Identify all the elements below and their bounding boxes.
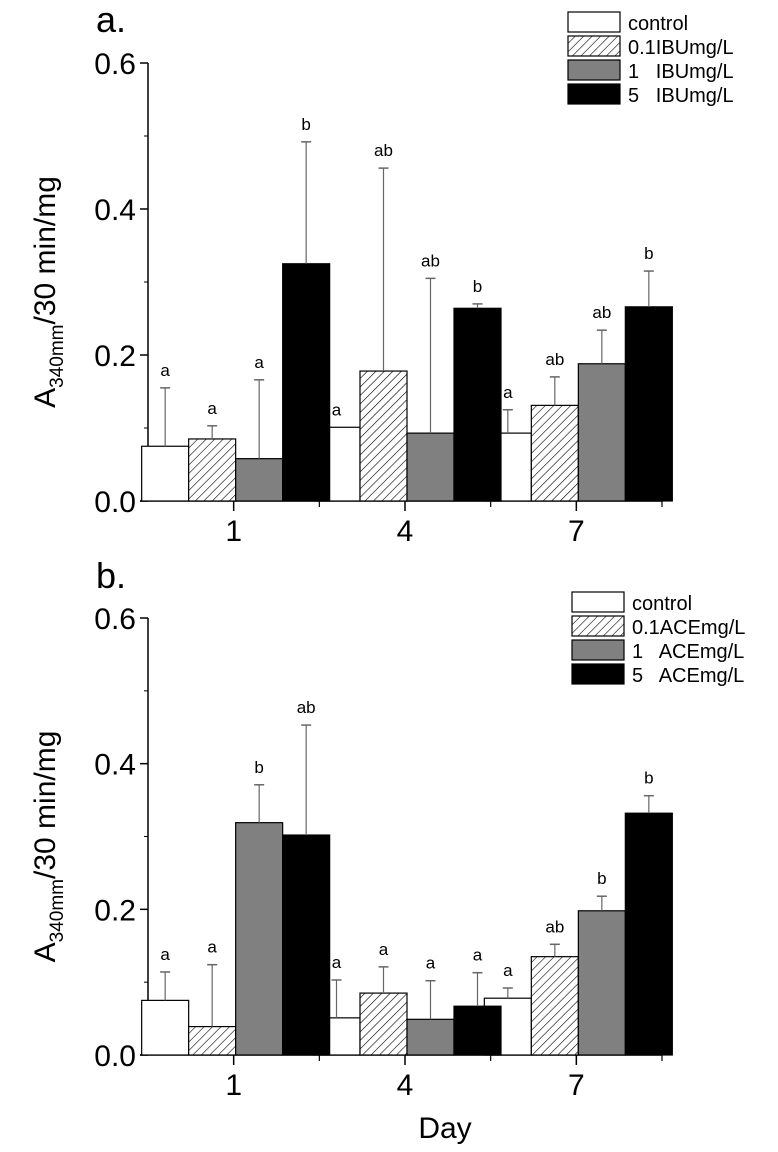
legend-label: control (632, 593, 692, 615)
y-axis-label: A340mm/30 min/mg (29, 731, 68, 963)
bar-black (453, 307, 502, 502)
y-tick-label: 0.2 (94, 340, 136, 373)
significance-letter: ab (545, 350, 564, 369)
legend-label: control (628, 13, 688, 35)
significance-letter: a (426, 954, 436, 973)
legend-label: 5 IBUmg/L (628, 85, 734, 107)
x-tick-label: 4 (397, 515, 414, 548)
bar-white (141, 999, 190, 1056)
bar-hatched (530, 404, 579, 502)
y-axis-label: A340mm/30 min/mg (29, 176, 68, 408)
significance-letter: a (207, 399, 217, 418)
panel-label: a. (96, 0, 126, 40)
bar-gray (235, 822, 284, 1056)
x-axis-label: Day (418, 1112, 471, 1145)
bar-gray (235, 458, 284, 502)
significance-letter: a (160, 945, 170, 964)
significance-letter: a (207, 938, 217, 957)
y-axis-label-rest: /30 min/mg (29, 731, 62, 879)
significance-letter: ab (545, 917, 564, 936)
bar-hatched (188, 438, 237, 502)
legend-swatch-hatched (567, 35, 621, 57)
significance-letter: a (332, 953, 342, 972)
y-tick-label: 0.2 (94, 894, 136, 927)
legend-swatch-gray (567, 59, 621, 81)
significance-letter: ab (297, 698, 316, 717)
bar-hatched (359, 992, 408, 1056)
bar-gray (577, 363, 626, 502)
significance-letter: a (503, 961, 513, 980)
bar-white (141, 445, 190, 502)
legend-swatch-black (567, 83, 621, 105)
bar-black (624, 812, 673, 1056)
legend-label: 0.1ACEmg/L (632, 617, 745, 639)
y-tick-label: 0.6 (94, 603, 136, 636)
bar-black (453, 1005, 502, 1056)
legend-label: 1 ACEmg/L (632, 641, 744, 663)
significance-letter: b (644, 769, 653, 788)
bar-gray (577, 910, 626, 1056)
significance-letter: a (254, 353, 264, 372)
bar-hatched (359, 370, 408, 502)
significance-letter: b (644, 244, 653, 263)
legend-swatch-hatched (571, 615, 625, 637)
significance-letter: a (503, 383, 513, 402)
significance-letter: ab (421, 251, 440, 270)
x-tick-label: 7 (568, 1069, 585, 1102)
panel-label: b. (96, 555, 126, 596)
bar-black (624, 306, 673, 502)
legend-swatch-gray (571, 639, 625, 661)
significance-letter: b (473, 277, 482, 296)
y-axis-label-rest: /30 min/mg (29, 176, 62, 324)
bar-black (282, 834, 331, 1056)
legend-label: 1 IBUmg/L (628, 61, 734, 83)
significance-letter: a (332, 400, 342, 419)
significance-letter: a (473, 946, 483, 965)
legend-label: 0.1IBUmg/L (628, 37, 734, 59)
y-axis-label-main: A (29, 942, 62, 962)
significance-letter: a (379, 940, 389, 959)
significance-letter: a (160, 361, 170, 380)
y-tick-label: 0.0 (94, 1040, 136, 1073)
significance-letter: b (254, 758, 263, 777)
bar-gray (406, 1018, 455, 1056)
x-tick-label: 7 (568, 515, 585, 548)
bar-black (282, 263, 331, 502)
y-tick-label: 0.4 (94, 749, 136, 782)
y-tick-label: 0.4 (94, 194, 136, 227)
significance-letter: ab (374, 141, 393, 160)
significance-letter: b (597, 869, 606, 888)
bar-gray (406, 432, 455, 502)
legend-swatch-black (571, 663, 625, 685)
y-axis-label-subscript: 340mm (47, 879, 68, 942)
y-tick-label: 0.0 (94, 486, 136, 519)
bar-hatched (530, 956, 579, 1056)
x-tick-label: 1 (225, 515, 242, 548)
legend-swatch-white (567, 11, 621, 33)
significance-letter: ab (592, 303, 611, 322)
legend-swatch-white (571, 591, 625, 613)
significance-letter: b (301, 115, 310, 134)
legend-label: 5 ACEmg/L (632, 665, 744, 687)
bar-hatched (188, 1025, 237, 1056)
x-tick-label: 4 (397, 1069, 414, 1102)
y-tick-label: 0.6 (94, 48, 136, 81)
y-axis-label-subscript: 340mm (47, 325, 68, 388)
y-axis-label-main: A (29, 388, 62, 408)
x-tick-label: 1 (225, 1069, 242, 1102)
